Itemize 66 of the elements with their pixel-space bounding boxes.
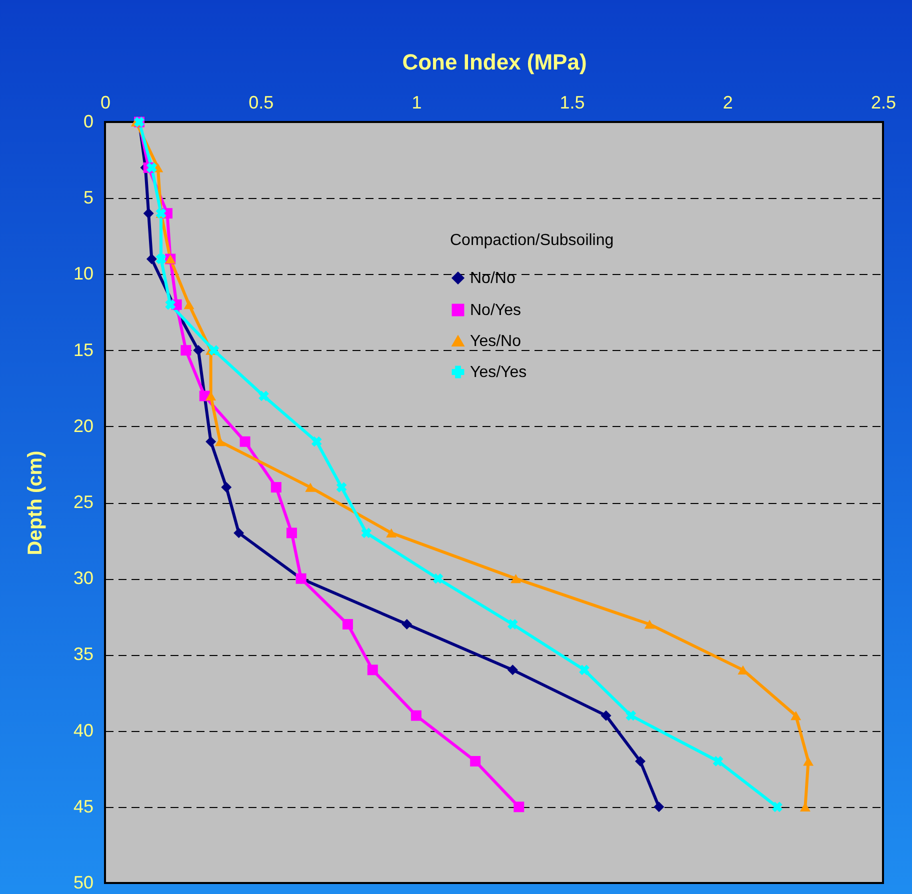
x-axis-title: Cone Index (MPa) <box>402 50 587 74</box>
x-tick-label: 0.5 <box>248 92 274 112</box>
x-tick-label: 1.5 <box>560 92 585 112</box>
point <box>402 619 412 630</box>
y-tick-label: 30 <box>73 568 94 588</box>
point <box>221 482 232 493</box>
point <box>146 254 157 264</box>
point <box>258 390 269 402</box>
point <box>336 482 347 492</box>
point <box>206 391 216 400</box>
y-tick-label: 45 <box>73 796 94 816</box>
legend-title: Compaction/Subsoiling <box>450 232 614 249</box>
point <box>311 436 322 447</box>
point <box>234 528 244 538</box>
y-tick-label: 50 <box>73 872 94 892</box>
point <box>143 208 154 219</box>
point <box>772 802 782 812</box>
y-tick-label: 20 <box>73 416 94 436</box>
point <box>510 574 522 584</box>
point <box>507 619 518 630</box>
point <box>803 756 814 766</box>
x-tick-label: 0 <box>100 92 111 112</box>
y-tick-label: 35 <box>73 644 94 664</box>
point <box>270 482 282 493</box>
y-tick-label: 10 <box>73 264 94 284</box>
legend-label: Yes/No <box>470 333 522 350</box>
point <box>214 437 226 446</box>
point <box>514 802 524 812</box>
y-axis-title: Depth (cm) <box>24 450 46 556</box>
point <box>635 756 646 766</box>
point <box>165 299 176 310</box>
y-tick-label: 40 <box>73 720 94 740</box>
point <box>410 710 422 721</box>
point <box>286 528 297 538</box>
point <box>367 664 378 676</box>
point <box>790 711 802 720</box>
point <box>206 436 216 447</box>
y-tick-label: 5 <box>83 188 94 208</box>
point <box>579 664 590 676</box>
point <box>146 162 157 173</box>
point <box>193 345 204 356</box>
point <box>626 710 636 721</box>
y-tick-label: 25 <box>73 492 94 512</box>
point <box>470 756 481 766</box>
y-tick-label: 0 <box>83 112 94 132</box>
point <box>432 573 444 584</box>
point <box>386 528 397 538</box>
x-tick-label: 2 <box>722 92 733 112</box>
x-tick-label: 2.5 <box>870 92 896 112</box>
point <box>240 436 250 447</box>
y-tick-label: 15 <box>73 340 94 360</box>
point <box>712 756 724 766</box>
legend-label: No/Yes <box>470 302 521 319</box>
point <box>156 254 166 264</box>
point <box>361 528 372 538</box>
x-tick-label: 1 <box>412 92 422 112</box>
point <box>600 710 612 721</box>
point <box>342 619 353 630</box>
point <box>654 802 664 812</box>
point <box>644 620 655 629</box>
point <box>180 345 192 356</box>
point <box>507 664 518 676</box>
legend-label: Yes/Yes <box>470 364 527 381</box>
point <box>305 482 316 492</box>
point <box>208 345 220 356</box>
point <box>184 300 194 310</box>
